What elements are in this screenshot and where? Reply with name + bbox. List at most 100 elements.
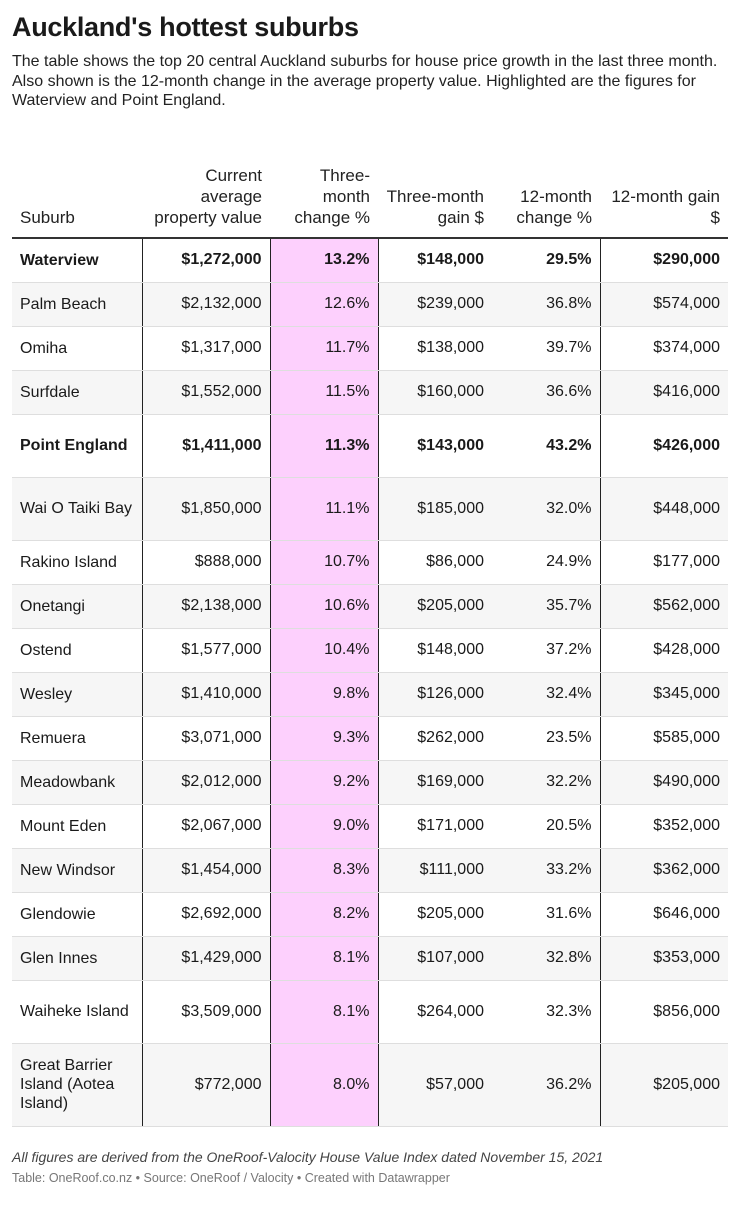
table-row: Remuera $3,071,000 9.3% $262,000 23.5% $585,0… [12,716,728,761]
table-row: Glendowie $2,692,000 8.2% $205,000 31.6% $646… [12,892,728,937]
table-row: Glen Innes $1,429,000 8.1% $107,000 32.8% $35… [12,936,728,981]
value-cell: $374,000 [599,326,728,371]
value-cell: $345,000 [599,672,728,717]
value-cell: 11.7% [269,326,378,371]
footnote: All figures are derived from the OneRoof… [12,1148,604,1165]
value-cell: $169,000 [377,760,492,805]
credit-line: Table: OneRoof.co.nz • Source: OneRoof /… [12,1170,450,1185]
suburb-cell: Wai O Taiki Bay [12,477,142,541]
value-cell: 29.5% [492,237,600,283]
value-cell: $290,000 [599,237,728,283]
data-table: Suburb Current average property value Th… [12,130,728,1127]
value-cell: $856,000 [599,980,728,1044]
value-cell: $148,000 [377,237,492,283]
value-cell: 13.2% [269,237,378,283]
value-cell: 9.3% [269,716,378,761]
value-cell: $1,429,000 [141,936,270,981]
value-cell: $574,000 [599,282,728,327]
value-cell: $205,000 [377,892,492,937]
value-cell: $1,272,000 [141,237,270,283]
suburb-cell: Omiha [12,326,142,371]
suburb-cell: Wesley [12,672,142,717]
value-cell: $353,000 [599,936,728,981]
value-cell: 39.7% [492,326,600,371]
column-header: 12-month change % [492,130,600,239]
value-cell: $490,000 [599,760,728,805]
value-cell: 11.3% [269,414,378,478]
value-cell: $2,067,000 [141,804,270,849]
value-cell: $160,000 [377,370,492,415]
value-cell: 24.9% [492,540,600,585]
value-cell: $107,000 [377,936,492,981]
suburb-cell: Mount Eden [12,804,142,849]
table-row: Onetangi $2,138,000 10.6% $205,000 35.7% $562… [12,584,728,629]
value-cell: 10.6% [269,584,378,629]
value-cell: $448,000 [599,477,728,541]
value-cell: $205,000 [377,584,492,629]
column-header: Current average property value [142,130,270,239]
value-cell: $416,000 [599,370,728,415]
value-cell: $1,454,000 [141,848,270,893]
table-row: Point England $1,411,000 11.3% $143,000 43.2… [12,414,728,478]
suburb-cell: Glen Innes [12,936,142,981]
value-cell: $2,692,000 [141,892,270,937]
value-cell: $86,000 [377,540,492,585]
table-row: Wesley $1,410,000 9.8% $126,000 32.4% $345,00… [12,672,728,717]
value-cell: $57,000 [377,1043,492,1127]
value-cell: $138,000 [377,326,492,371]
value-cell: 23.5% [492,716,600,761]
value-cell: $1,411,000 [141,414,270,478]
suburb-cell: Glendowie [12,892,142,937]
value-cell: 32.4% [492,672,600,717]
value-cell: $111,000 [377,848,492,893]
suburb-cell: Surfdale [12,370,142,415]
table-row: Omiha $1,317,000 11.7% $138,000 39.7% $374,00… [12,326,728,371]
value-cell: 36.2% [492,1043,600,1127]
value-cell: 31.6% [492,892,600,937]
suburb-cell: Meadowbank [12,760,142,805]
value-cell: 9.8% [269,672,378,717]
value-cell: 35.7% [492,584,600,629]
value-cell: $888,000 [141,540,270,585]
value-cell: 37.2% [492,628,600,673]
value-cell: 11.1% [269,477,378,541]
value-cell: $2,132,000 [141,282,270,327]
value-cell: 8.0% [269,1043,378,1127]
value-cell: 8.1% [269,980,378,1044]
table-row: New Windsor $1,454,000 8.3% $111,000 33.2% $3… [12,848,728,893]
table-row: Wai O Taiki Bay $1,850,000 11.1% $185,000 32… [12,477,728,541]
value-cell: 10.7% [269,540,378,585]
chart-description: The table shows the top 20 central Auckl… [12,53,718,109]
suburb-cell: Palm Beach [12,282,142,327]
table-row: Meadowbank $2,012,000 9.2% $169,000 32.2% $49… [12,760,728,805]
suburb-cell: Remuera [12,716,142,761]
value-cell: $185,000 [377,477,492,541]
value-cell: 32.3% [492,980,600,1044]
value-cell: $362,000 [599,848,728,893]
table-row: Rakino Island $888,000 10.7% $86,000 24.9% $1… [12,540,728,585]
value-cell: $148,000 [377,628,492,673]
table-row: Mount Eden $2,067,000 9.0% $171,000 20.5% $35… [12,804,728,849]
value-cell: 32.0% [492,477,600,541]
suburb-cell: New Windsor [12,848,142,893]
column-header: Three-month gain $ [378,130,492,239]
column-header: Suburb [12,130,142,239]
suburb-cell: Waiheke Island [12,980,142,1044]
value-cell: 12.6% [269,282,378,327]
value-cell: 9.0% [269,804,378,849]
value-cell: $2,138,000 [141,584,270,629]
value-cell: 33.2% [492,848,600,893]
value-cell: $772,000 [141,1043,270,1127]
value-cell: 32.2% [492,760,600,805]
value-cell: $264,000 [377,980,492,1044]
value-cell: 10.4% [269,628,378,673]
value-cell: $562,000 [599,584,728,629]
value-cell: $3,509,000 [141,980,270,1044]
suburb-cell: Onetangi [12,584,142,629]
value-cell: 8.1% [269,936,378,981]
value-cell: $646,000 [599,892,728,937]
value-cell: $428,000 [599,628,728,673]
value-cell: 20.5% [492,804,600,849]
table-row: Palm Beach $2,132,000 12.6% $239,000 36.8% $5… [12,282,728,327]
column-header: Three-month change % [270,130,378,239]
